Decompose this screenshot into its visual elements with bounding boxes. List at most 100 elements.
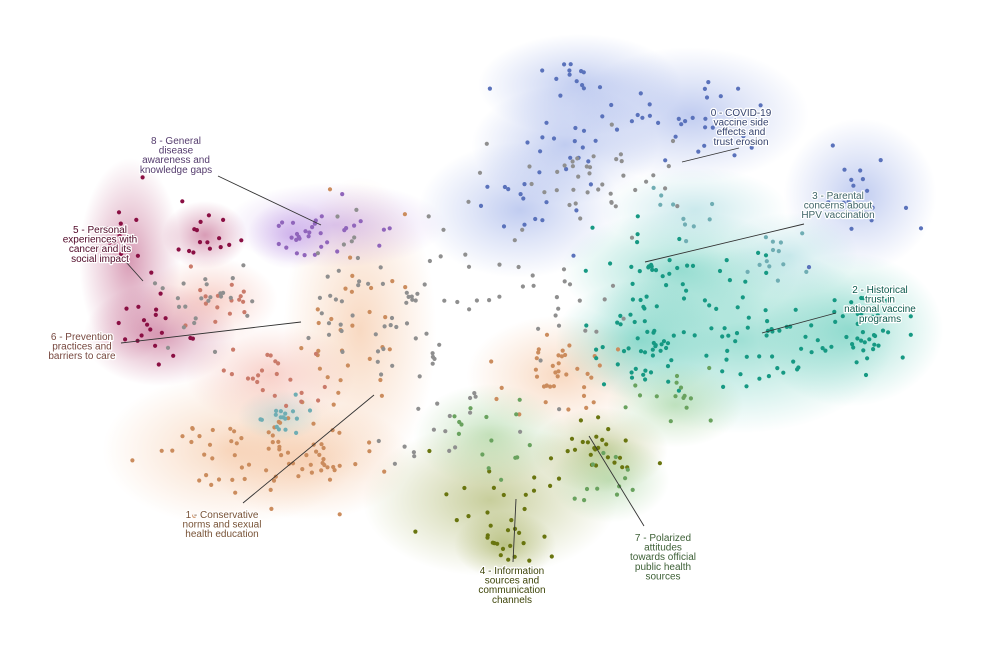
point-cluster-5 — [156, 362, 161, 367]
point-cluster-4 — [444, 492, 449, 497]
point-cluster-7 — [630, 487, 635, 492]
point-outlier — [404, 300, 409, 305]
point-cluster-7 — [688, 396, 694, 401]
point-cluster-3 — [294, 430, 299, 435]
point-outlier — [621, 316, 626, 321]
point-cluster-0 — [586, 159, 591, 164]
point-cluster-0 — [638, 91, 643, 96]
point-cluster-8 — [352, 223, 357, 228]
point-cluster-1 — [367, 440, 372, 445]
point-cluster-1 — [316, 348, 321, 353]
point-cluster-6 — [238, 294, 243, 299]
point-outlier — [663, 186, 668, 191]
point-cluster-6 — [255, 379, 260, 385]
point-cluster-6 — [237, 297, 242, 302]
point-cluster-1 — [233, 490, 238, 495]
point-outlier — [567, 202, 572, 208]
point-outlier — [382, 324, 387, 329]
point-cluster-5 — [153, 312, 158, 317]
point-cluster-2 — [908, 314, 913, 319]
point-cluster-1 — [581, 393, 587, 398]
point-cluster-1 — [345, 363, 350, 368]
point-cluster-8 — [294, 237, 299, 242]
point-outlier — [555, 169, 560, 174]
point-cluster-1 — [207, 442, 213, 447]
point-outlier — [241, 263, 246, 268]
point-cluster-0 — [544, 120, 549, 125]
point-cluster-1 — [228, 426, 233, 431]
point-outlier — [350, 313, 355, 318]
point-cluster-5 — [135, 253, 140, 258]
point-cluster-0 — [629, 119, 635, 124]
point-cluster-1 — [564, 372, 569, 377]
point-outlier — [245, 313, 250, 318]
point-cluster-2 — [724, 258, 729, 263]
point-cluster-5 — [117, 233, 122, 238]
point-cluster-1 — [369, 285, 374, 291]
point-cluster-0 — [478, 203, 484, 208]
point-cluster-1 — [270, 440, 275, 445]
leader-line-cluster-4 — [512, 498, 517, 563]
point-outlier — [218, 294, 224, 299]
point-cluster-3 — [775, 278, 781, 283]
point-cluster-2 — [644, 294, 649, 299]
point-outlier — [413, 336, 418, 341]
point-outlier — [463, 252, 468, 257]
point-cluster-4 — [542, 534, 547, 539]
point-cluster-5 — [134, 217, 139, 222]
point-cluster-1 — [197, 434, 202, 439]
point-cluster-1 — [489, 359, 494, 364]
point-cluster-4 — [491, 485, 496, 490]
point-cluster-3 — [776, 249, 781, 254]
point-outlier — [583, 328, 588, 333]
leader-line-cluster-5 — [125, 261, 144, 282]
point-cluster-0 — [679, 122, 684, 127]
point-cluster-0 — [614, 127, 620, 132]
point-cluster-4 — [509, 518, 514, 523]
point-cluster-7 — [452, 414, 457, 419]
point-outlier — [208, 295, 213, 300]
point-outlier — [181, 281, 186, 286]
point-cluster-1 — [329, 316, 334, 322]
point-cluster-1 — [337, 512, 342, 517]
point-cluster-0 — [860, 177, 866, 182]
point-outlier — [411, 450, 416, 455]
point-outlier — [325, 274, 330, 279]
point-cluster-2 — [740, 295, 745, 300]
point-cluster-1 — [387, 347, 392, 352]
point-cluster-8 — [381, 227, 386, 232]
point-cluster-1 — [276, 439, 281, 444]
point-cluster-0 — [732, 153, 737, 158]
point-outlier — [230, 276, 235, 281]
point-cluster-1 — [378, 377, 383, 383]
point-outlier — [319, 311, 324, 316]
point-cluster-2 — [870, 314, 875, 319]
point-cluster-1 — [130, 458, 135, 463]
point-cluster-1 — [309, 470, 314, 475]
point-cluster-6 — [322, 384, 327, 390]
point-cluster-5 — [180, 199, 185, 204]
point-cluster-1 — [331, 464, 336, 470]
point-cluster-8 — [387, 226, 392, 231]
point-cluster-1 — [338, 378, 343, 383]
point-outlier — [413, 298, 418, 303]
point-cluster-5 — [217, 236, 222, 241]
point-cluster-1 — [382, 469, 387, 474]
point-outlier — [192, 320, 197, 326]
point-cluster-0 — [581, 128, 587, 133]
point-cluster-3 — [274, 424, 279, 429]
point-cluster-7 — [601, 450, 606, 456]
point-outlier — [542, 190, 547, 195]
point-cluster-1 — [315, 307, 320, 312]
point-cluster-8 — [377, 243, 382, 248]
point-outlier — [468, 395, 473, 401]
point-outlier — [357, 279, 362, 284]
point-cluster-2 — [665, 341, 671, 346]
point-cluster-0 — [703, 116, 708, 121]
point-cluster-0 — [574, 79, 579, 84]
point-cluster-5 — [194, 228, 199, 233]
point-cluster-1 — [242, 476, 247, 482]
point-cluster-6 — [215, 305, 220, 310]
point-cluster-1 — [337, 463, 342, 468]
point-cluster-6 — [250, 376, 255, 381]
